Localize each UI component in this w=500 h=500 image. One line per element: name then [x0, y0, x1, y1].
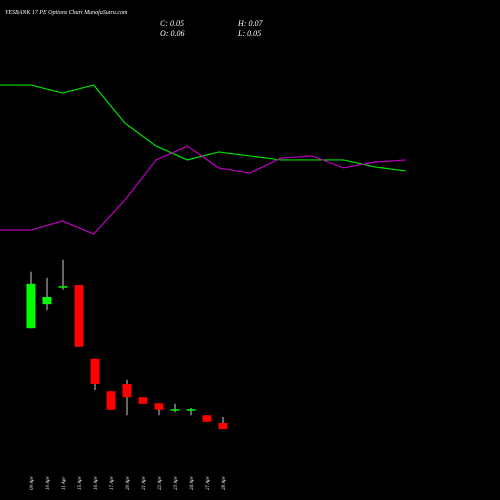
x-tick-label: 21 Apr	[142, 476, 147, 490]
x-tick-label: 15 Apr	[78, 476, 83, 490]
x-tick-label: 17 Apr	[110, 476, 115, 490]
candle-body	[202, 415, 212, 422]
x-tick-label: 22 Apr	[158, 476, 163, 490]
x-tick-label: 10 Apr	[46, 476, 51, 490]
stat: O: 0.06	[160, 29, 184, 38]
candle-body	[26, 283, 36, 329]
candle-body	[106, 391, 116, 410]
candle-body	[138, 397, 148, 404]
stat: L: 0.05	[237, 29, 261, 38]
chart-title: YESBANK 17 PE Options Chart MunafaSutra.…	[5, 9, 128, 16]
candle-body	[74, 285, 84, 347]
candle-body	[154, 403, 164, 410]
candle-body	[186, 409, 196, 411]
candle-body	[122, 384, 132, 398]
candle-body	[42, 297, 52, 305]
candle-body	[218, 423, 228, 429]
candle-body	[58, 286, 68, 288]
stat: C: 0.05	[160, 19, 184, 28]
x-tick-label: 24 Apr	[190, 476, 195, 490]
candle-body	[90, 358, 100, 384]
x-tick-label: 27 Apr	[206, 476, 211, 490]
x-tick-label: 23 Apr	[174, 476, 179, 490]
line	[0, 145, 407, 235]
x-tick-label: 16 Apr	[94, 476, 99, 490]
x-tick-label: 20 Apr	[126, 476, 131, 490]
line	[0, 84, 407, 172]
stat: H: 0.07	[237, 19, 263, 28]
x-tick-label: 28 Apr	[222, 476, 227, 490]
candle-body	[170, 409, 180, 411]
x-tick-label: 11 Apr	[62, 477, 67, 490]
x-tick-label: 09 Apr	[30, 476, 35, 490]
